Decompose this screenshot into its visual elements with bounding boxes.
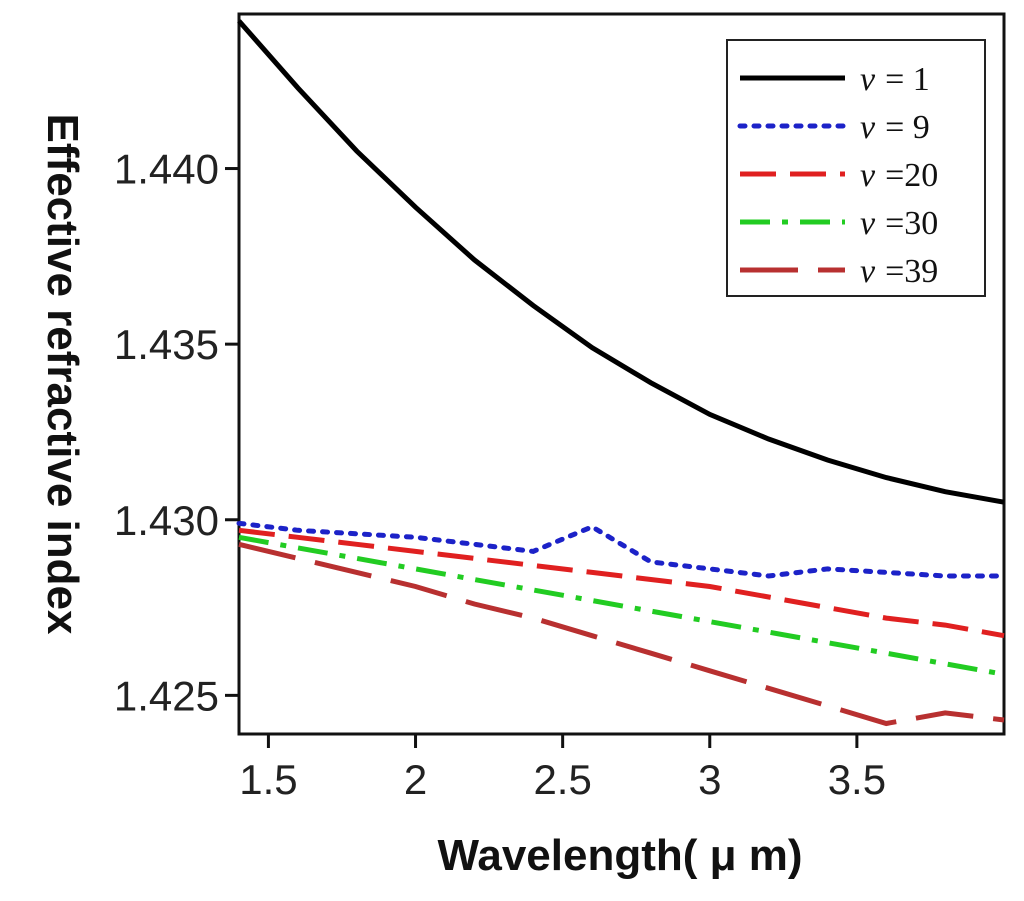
legend-value: = 1 bbox=[885, 61, 930, 98]
legend-label-3: ν =20 bbox=[860, 157, 938, 194]
legend-symbol: ν bbox=[860, 205, 876, 242]
y-tick-label: 1.435 bbox=[114, 321, 219, 368]
legend-label-1: ν = 1 bbox=[860, 61, 930, 98]
series-line-3 bbox=[238, 527, 1005, 639]
y-tick-label: 1.440 bbox=[114, 146, 219, 193]
legend-value: = 9 bbox=[885, 109, 930, 146]
x-tick-label: 3 bbox=[698, 756, 721, 803]
y-tick-label: 1.430 bbox=[114, 497, 219, 544]
series-line-5 bbox=[238, 541, 1005, 727]
legend-label-2: ν = 9 bbox=[860, 109, 930, 146]
x-tick-label: 2 bbox=[404, 756, 427, 803]
series-layer bbox=[236, 19, 1007, 727]
x-tick-label: 1.5 bbox=[239, 756, 297, 803]
legend-box bbox=[726, 39, 986, 297]
y-ticks: 1.425 1.430 1.435 1.440 bbox=[114, 146, 239, 719]
x-tick-label: 2.5 bbox=[533, 756, 591, 803]
x-axis-title: Wavelength( μ m) bbox=[437, 831, 802, 880]
legend-value: =30 bbox=[885, 205, 938, 242]
legend-symbol: ν bbox=[860, 109, 876, 146]
legend-symbol: ν bbox=[860, 253, 876, 290]
legend-value: =39 bbox=[885, 253, 938, 290]
legend: ν = 1ν = 9ν =20ν =30ν =39 bbox=[726, 39, 986, 297]
legend-label-4: ν =30 bbox=[860, 205, 938, 242]
legend-symbol: ν bbox=[860, 157, 876, 194]
legend-label-5: ν =39 bbox=[860, 253, 938, 290]
y-tick-label: 1.425 bbox=[114, 672, 219, 719]
x-tick-label: 3.5 bbox=[828, 756, 886, 803]
legend-value: =20 bbox=[885, 157, 938, 194]
legend-items: ν = 1ν = 9ν =20ν =30ν =39 bbox=[737, 61, 938, 290]
legend-symbol: ν bbox=[860, 61, 876, 98]
y-axis-title: Effective refractive index bbox=[38, 114, 87, 635]
x-ticks: 1.5 2 2.5 3 3.5 bbox=[239, 734, 886, 803]
series-line-4 bbox=[238, 534, 1005, 677]
series-line-1 bbox=[237, 19, 1005, 505]
series-line-2 bbox=[236, 520, 1007, 579]
